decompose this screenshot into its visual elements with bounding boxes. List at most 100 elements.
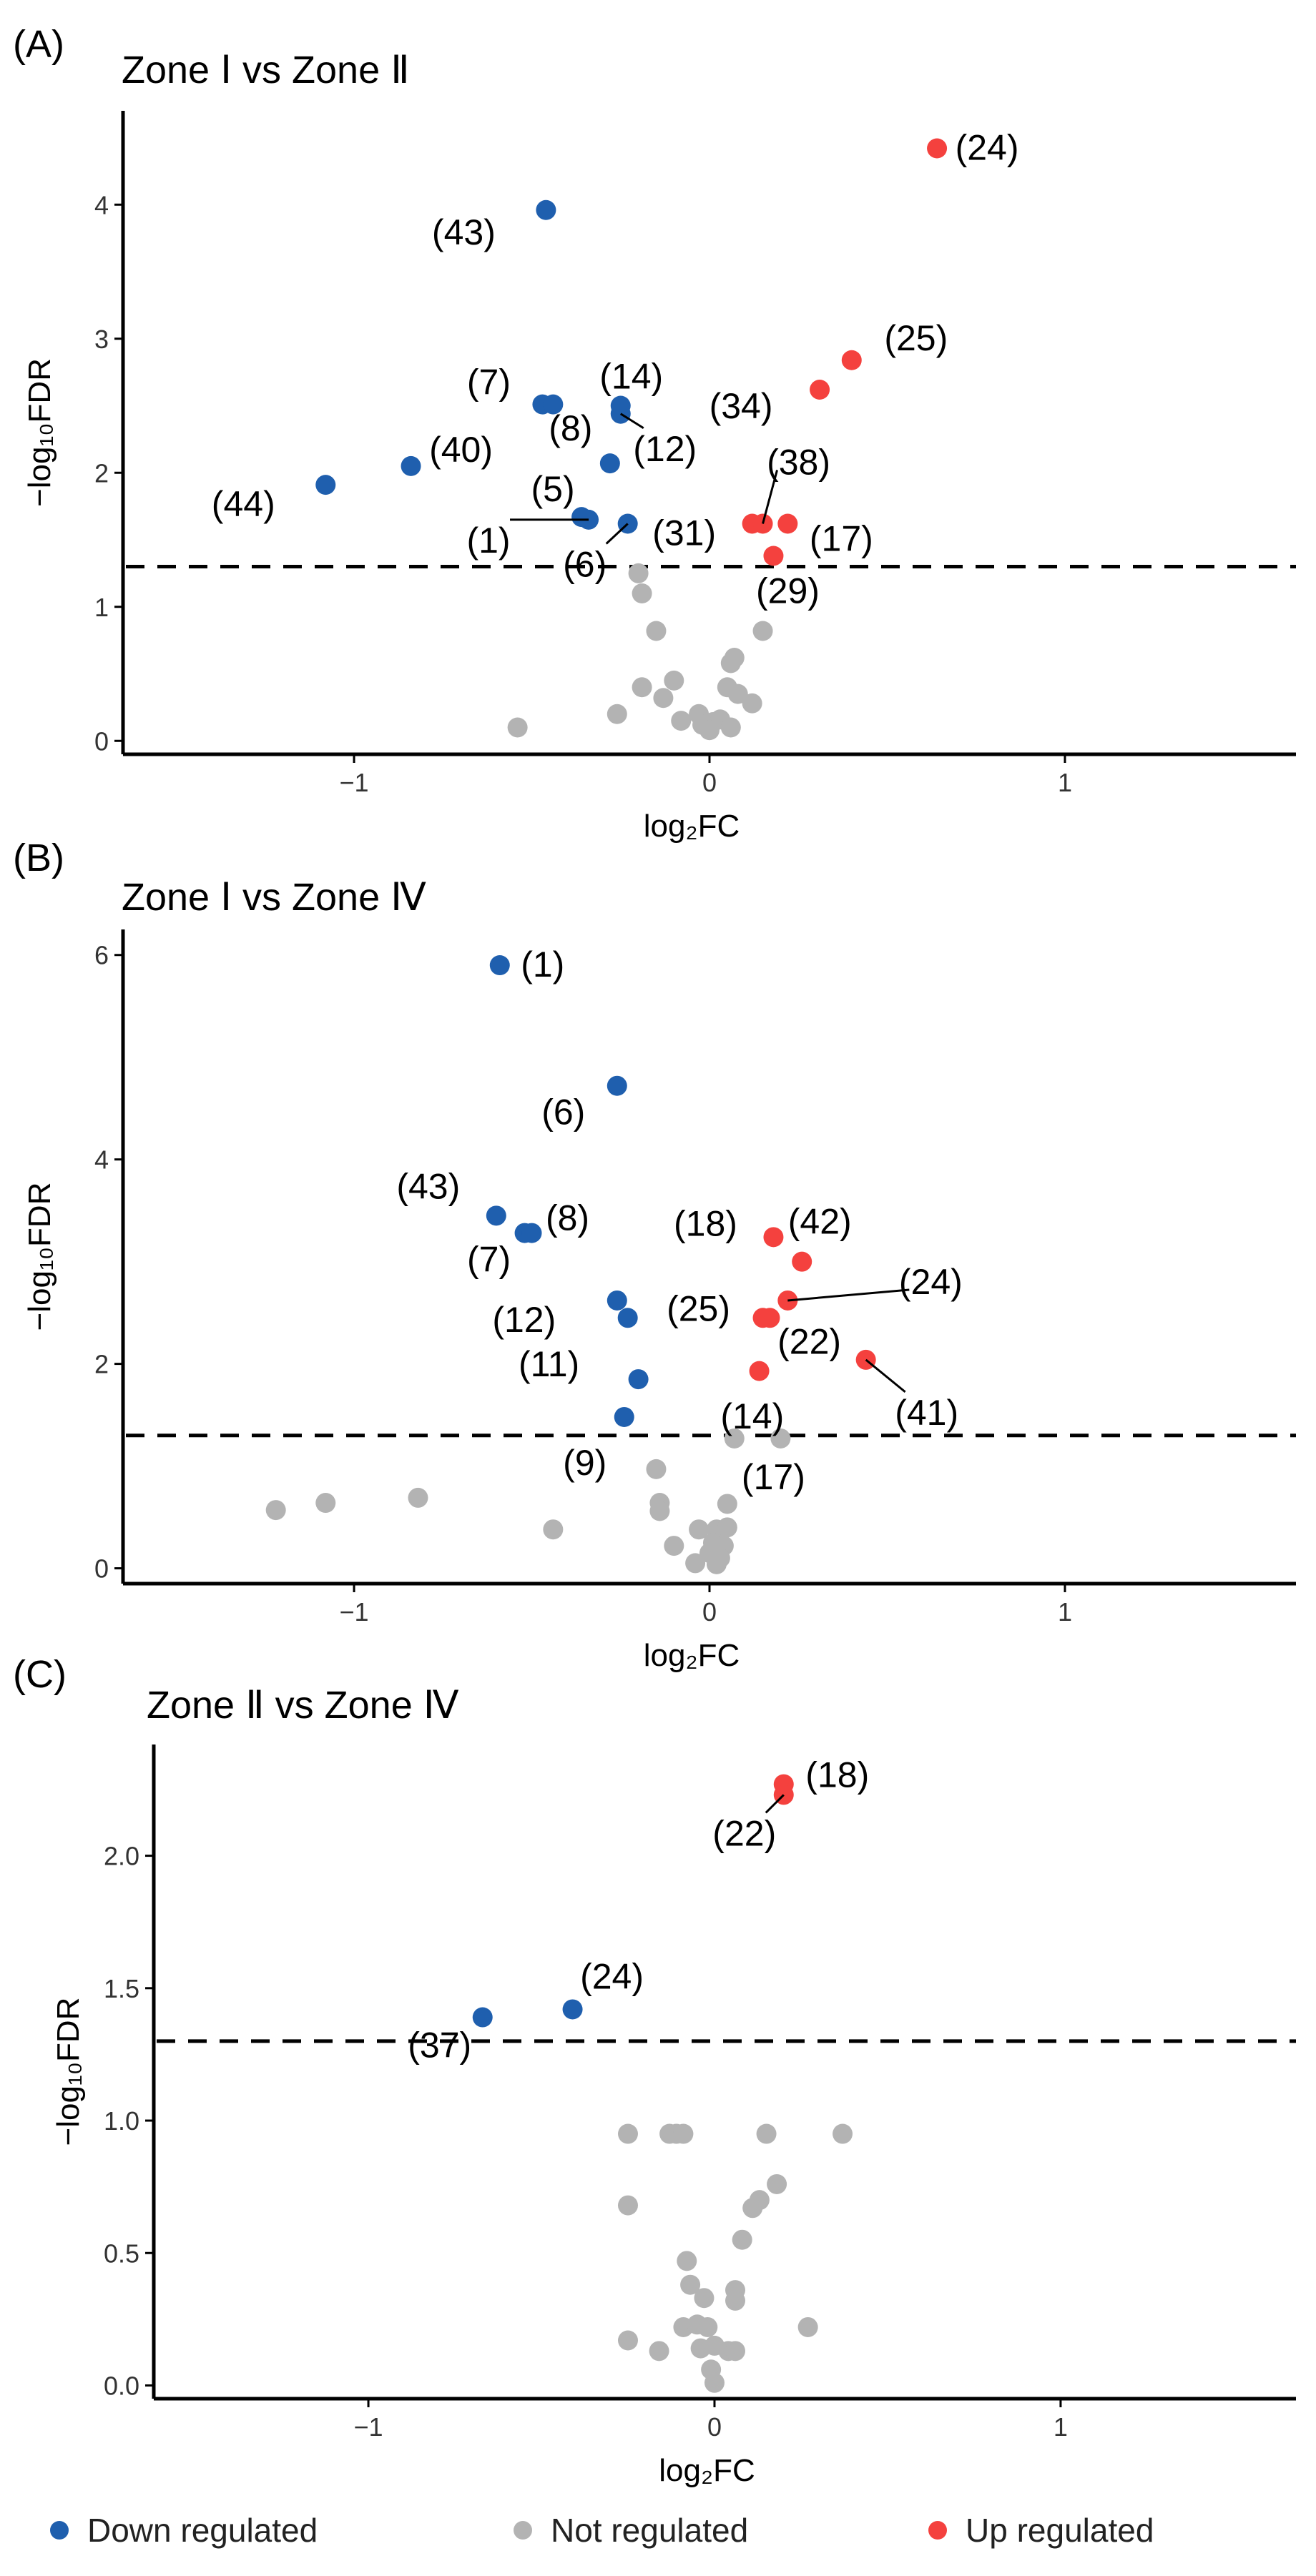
x-tick-label: 0 (702, 1597, 717, 1627)
data-point-down (489, 955, 510, 976)
point-label: (41) (895, 1393, 958, 1433)
label-leader-line (865, 1358, 906, 1393)
data-point-down (472, 2007, 493, 2028)
legend-not-label: Not regulated (551, 2512, 749, 2549)
data-point-not (664, 670, 684, 691)
legend-down: Down regulated (50, 2511, 318, 2550)
data-point-not (265, 1500, 286, 1521)
point-label: (40) (429, 430, 493, 470)
y-tick-label: 1 (94, 593, 109, 622)
legend-up-label: Up regulated (966, 2512, 1154, 2549)
data-point-down (562, 1999, 583, 2020)
label-leader-line (787, 1288, 910, 1302)
data-point-not (742, 693, 762, 714)
panel-label: (A) (13, 23, 64, 66)
point-label: (44) (212, 484, 275, 524)
panel-a: (A) Zone Ⅰ vs Zone Ⅱ 0 1 2 3 4 −1 0 1 log₂FC −log₁₀… (13, 23, 1296, 844)
legend-down-label: Down regulated (87, 2512, 318, 2549)
point-label: (11) (519, 1344, 579, 1384)
legend-up-dot (928, 2521, 947, 2540)
x-tick-label: 1 (1058, 1597, 1072, 1627)
data-point-down (614, 1406, 634, 1427)
point-label: (34) (709, 386, 773, 426)
data-point-up (810, 380, 830, 400)
x-tick-label: 0 (707, 2412, 722, 2442)
data-point-not (706, 1554, 727, 1574)
data-point-not (725, 2341, 746, 2362)
x-axis-title: log₂FC (659, 2453, 755, 2488)
panel-label: (B) (13, 837, 64, 879)
data-point-up (763, 546, 784, 566)
data-point-not (646, 1459, 667, 1479)
data-point-down (536, 199, 556, 220)
point-label: (38) (767, 443, 830, 483)
point-label: (31) (652, 513, 716, 553)
data-point-not (717, 1517, 737, 1538)
point-label: (1) (466, 520, 510, 561)
y-tick-label: 4 (94, 190, 109, 219)
data-point-up (760, 1308, 780, 1328)
data-point-not (756, 2123, 777, 2144)
y-axis-title: −log₁₀FDR (51, 1998, 86, 2146)
y-tick-label: 2 (94, 1350, 109, 1379)
panel-title: Zone Ⅱ vs Zone Ⅳ (147, 1684, 459, 1727)
data-point-not (408, 1487, 428, 1508)
point-label: (9) (563, 1443, 607, 1483)
data-point-not (749, 2190, 770, 2211)
point-label: (24) (899, 1262, 963, 1302)
panel-c: (C) Zone Ⅱ vs Zone Ⅳ 0.0 0.5 1.0 1.5 2.0 −1 0 1 lo… (13, 1653, 1296, 2488)
point-label: (14) (720, 1396, 784, 1436)
data-point-down (628, 1369, 649, 1390)
label-leader-line (605, 523, 629, 545)
point-label: (22) (777, 1322, 841, 1362)
y-tick-label: 6 (94, 941, 109, 970)
point-label: (22) (712, 1813, 776, 1853)
data-point-not (717, 1494, 737, 1514)
label-leader-line (619, 413, 644, 430)
legend-down-dot (50, 2521, 69, 2540)
data-point-down (521, 1223, 542, 1243)
y-tick-label: 4 (94, 1145, 109, 1175)
data-point-not (720, 717, 741, 738)
y-tick-label: 0 (94, 726, 109, 756)
legend-not: Not regulated (514, 2511, 748, 2550)
point-label: (43) (396, 1166, 460, 1206)
point-label: (42) (788, 1202, 852, 1242)
data-point-not (699, 720, 720, 741)
panel-title: Zone Ⅰ vs Zone Ⅱ (122, 49, 410, 92)
data-point-not (649, 1501, 670, 1521)
legend-up: Up regulated (928, 2511, 1154, 2550)
data-point-not (653, 688, 674, 709)
point-label: (8) (549, 408, 592, 448)
data-point-not (752, 621, 773, 641)
data-point-not (697, 2316, 718, 2337)
data-point-not (617, 2123, 638, 2144)
y-tick-label: 0.5 (104, 2239, 139, 2268)
data-point-up (749, 1361, 770, 1381)
y-tick-label: 1.0 (104, 2106, 139, 2136)
data-point-not (680, 2274, 701, 2295)
data-point-not (646, 621, 667, 641)
point-label: (5) (531, 469, 575, 509)
data-point-down (486, 1205, 506, 1226)
data-point-up (792, 1251, 812, 1272)
point-label: (8) (546, 1198, 589, 1238)
point-label: (18) (674, 1203, 737, 1243)
point-label: (25) (884, 318, 948, 358)
data-point-not (543, 1519, 564, 1540)
data-point-down (607, 1075, 627, 1096)
point-label: (29) (756, 571, 820, 611)
data-point-not (724, 1428, 745, 1449)
data-point-not (671, 711, 692, 731)
x-tick-label: −1 (354, 2412, 383, 2442)
point-label: (24) (580, 1956, 644, 1996)
x-axis-title: log₂FC (644, 809, 740, 844)
panel-title: Zone Ⅰ vs Zone Ⅳ (122, 876, 426, 919)
data-point-not (673, 2123, 694, 2144)
data-point-up (841, 350, 862, 370)
data-point-not (770, 1428, 791, 1449)
data-point-down (571, 507, 592, 528)
x-tick-label: 1 (1058, 768, 1072, 797)
x-tick-label: −1 (340, 1597, 369, 1627)
point-label: (1) (521, 944, 564, 984)
